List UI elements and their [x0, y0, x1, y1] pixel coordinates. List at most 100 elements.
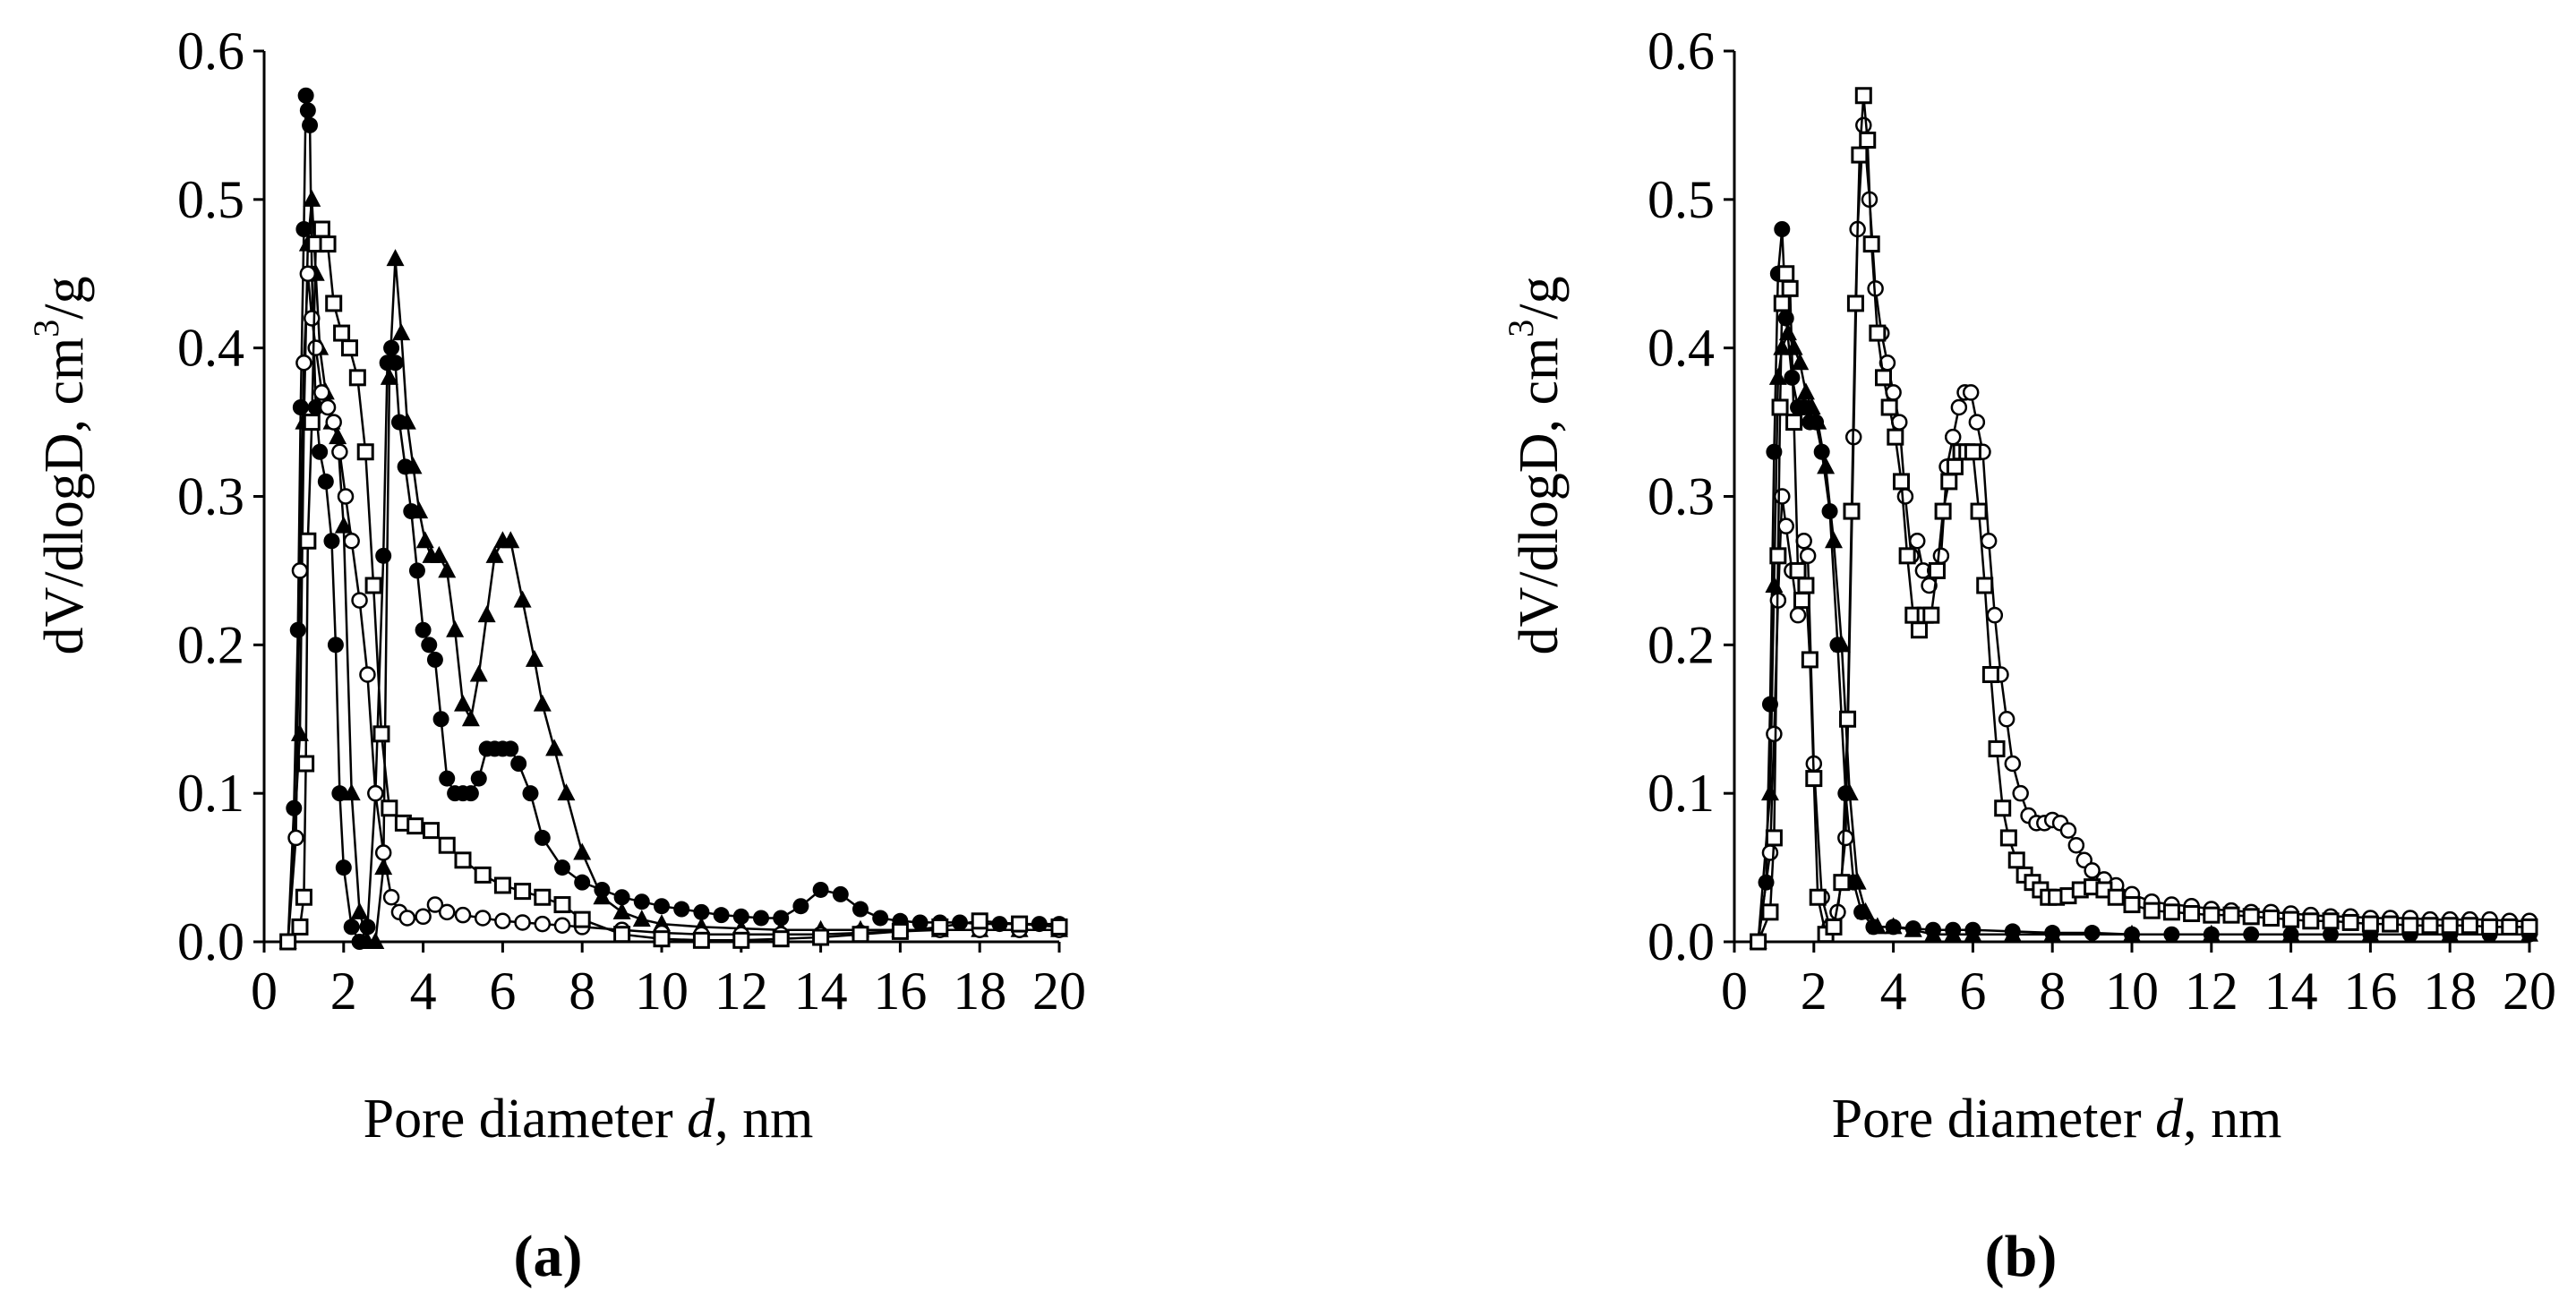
data-point — [297, 87, 314, 104]
data-point — [832, 885, 849, 902]
data-point — [364, 577, 382, 594]
data-point — [1832, 635, 1851, 653]
data-point — [302, 116, 319, 133]
data-point — [1932, 547, 1950, 565]
data-point — [2067, 836, 2085, 854]
data-point — [2361, 915, 2379, 933]
data-point — [398, 412, 416, 430]
series-filled-circle — [1750, 221, 2537, 950]
data-point — [1761, 844, 1779, 861]
data-point — [291, 918, 309, 936]
data-point — [407, 817, 424, 835]
data-point — [386, 249, 405, 267]
data-point — [1801, 651, 1819, 669]
data-point — [2123, 896, 2141, 914]
data-point — [1766, 725, 1783, 743]
data-point — [454, 694, 472, 712]
x-tick-label: 18 — [2423, 961, 2477, 1021]
data-point — [312, 443, 329, 460]
data-point — [1980, 533, 1998, 550]
data-point — [1777, 265, 1795, 283]
data-point — [2281, 924, 2300, 942]
data-point — [325, 295, 343, 312]
y-tick-label: 0.3 — [1647, 467, 1715, 526]
data-point — [991, 916, 1008, 933]
data-point — [410, 501, 429, 519]
data-point — [374, 844, 392, 861]
data-point — [533, 694, 552, 712]
y-tick-label: 0.5 — [177, 170, 244, 229]
data-point — [1908, 533, 1926, 550]
y-tick-label: 0.4 — [1647, 319, 1715, 378]
data-point — [971, 912, 988, 930]
x-tick-label: 10 — [635, 961, 689, 1021]
data-point — [382, 889, 400, 906]
data-point — [673, 901, 690, 918]
series-filled-circle — [279, 87, 1067, 950]
series-open-square — [279, 220, 1068, 951]
data-point — [303, 189, 321, 207]
data-point — [1892, 473, 1910, 491]
data-point — [2003, 924, 2022, 942]
data-point — [2282, 910, 2300, 928]
data-point — [1777, 517, 1794, 534]
data-point — [279, 933, 297, 951]
data-point — [446, 620, 465, 637]
x-tick-label: 16 — [873, 961, 927, 1021]
data-point — [1760, 783, 1779, 801]
data-point — [1050, 918, 1068, 936]
data-point — [732, 908, 749, 925]
data-point — [342, 783, 361, 801]
x-tick-label: 2 — [1801, 961, 1827, 1021]
x-tick-label: 12 — [2185, 961, 2238, 1021]
data-point — [593, 887, 612, 905]
data-point — [1765, 576, 1784, 593]
data-point — [1750, 933, 1767, 951]
y-tick-label: 0.0 — [177, 912, 244, 971]
data-point — [1994, 799, 2012, 817]
data-point — [1791, 353, 1810, 371]
data-point — [1981, 666, 1999, 683]
data-point — [1848, 872, 1867, 890]
data-point — [303, 414, 321, 432]
series-filled-triangle — [278, 189, 1068, 949]
data-point — [426, 896, 444, 913]
data-point — [573, 910, 591, 928]
data-point — [438, 836, 456, 854]
data-point — [1988, 739, 2006, 757]
data-point — [290, 723, 309, 741]
data-point — [381, 799, 398, 817]
data-point — [1887, 428, 1904, 446]
data-point — [295, 355, 312, 372]
data-point — [1011, 915, 1029, 933]
data-point — [438, 560, 457, 578]
data-point — [356, 443, 374, 461]
data-point — [415, 531, 434, 549]
data-point — [2421, 917, 2439, 935]
data-point — [1766, 443, 1783, 460]
y-tick-label: 0.6 — [1647, 21, 1715, 81]
data-point — [2203, 906, 2221, 924]
data-point — [343, 533, 360, 550]
data-point — [1910, 621, 1928, 639]
x-tick-label: 20 — [2503, 961, 2556, 1021]
x-tick-label: 8 — [2039, 961, 2066, 1021]
y-axis-title: dV/dlogD, cm3/g — [26, 277, 95, 655]
data-point — [2059, 822, 2077, 839]
x-tick-label: 6 — [1959, 961, 1986, 1021]
data-point — [773, 910, 790, 927]
data-point — [1789, 606, 1807, 624]
y-tick-label: 0.3 — [177, 467, 244, 526]
data-point — [438, 903, 456, 921]
data-point — [534, 888, 552, 906]
data-point — [304, 310, 321, 327]
data-point — [380, 367, 398, 385]
data-point — [432, 711, 449, 728]
data-point — [613, 889, 630, 906]
x-tick-label: 10 — [2105, 961, 2159, 1021]
data-point — [693, 903, 710, 920]
data-point — [1795, 533, 1812, 550]
data-point — [1833, 874, 1851, 892]
data-point — [1813, 443, 1830, 460]
data-point — [319, 235, 337, 253]
